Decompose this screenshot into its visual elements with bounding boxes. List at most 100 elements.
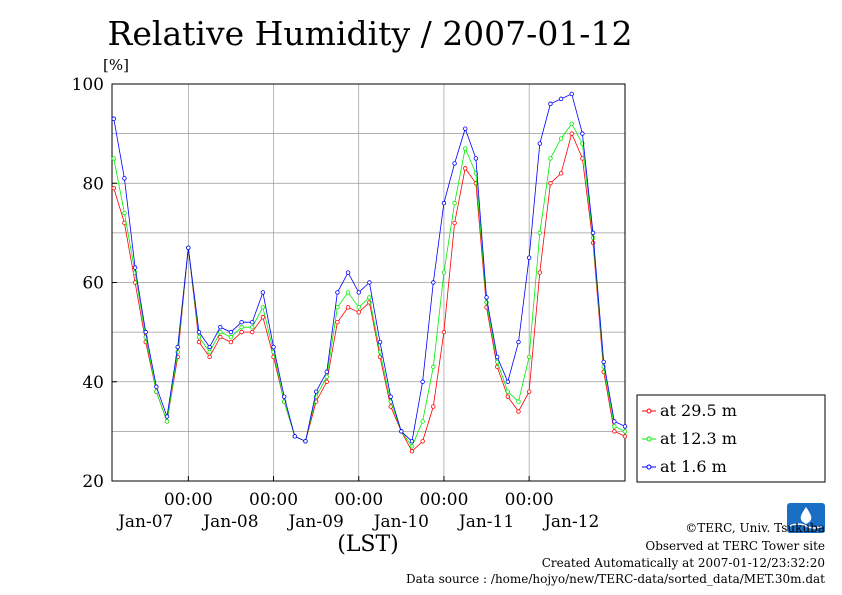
data-point: [505, 394, 511, 399]
legend: at 29.5 m at 12.3 m at 1.6 m: [636, 394, 826, 483]
y-tick-label: 80: [82, 174, 104, 194]
data-point: [569, 91, 574, 97]
data-point: [463, 166, 468, 171]
x-tick-time-label: 00:00: [164, 490, 213, 510]
data-point: [558, 136, 564, 141]
data-point: [239, 320, 244, 325]
x-tick-date-label: Jan-09: [286, 512, 343, 532]
data-point: [356, 290, 361, 295]
data-point: [250, 329, 255, 335]
data-point: [494, 354, 500, 360]
data-point: [303, 439, 308, 444]
data-point: [452, 200, 457, 206]
data-point: [526, 389, 532, 394]
legend-swatch-marker: [646, 464, 652, 470]
data-point: [324, 369, 329, 375]
data-point: [111, 186, 116, 191]
wave-icon: [789, 523, 823, 529]
y-ticks: 20 40 60 80 100: [72, 75, 117, 492]
data-point: [111, 116, 116, 121]
legend-swatch-marker: [646, 436, 652, 442]
data-point: [505, 379, 511, 384]
data-point: [612, 429, 617, 434]
data-point: [324, 379, 329, 384]
x-tick-time-label: 00:00: [249, 490, 298, 510]
data-point: [420, 439, 425, 444]
data-point: [537, 270, 542, 275]
data-point: [250, 324, 255, 330]
legend-label: at 1.6 m: [660, 457, 727, 476]
data-point: [186, 245, 191, 250]
data-point: [580, 131, 585, 136]
data-point: [143, 329, 148, 335]
data-point: [228, 334, 234, 340]
x-tick-date-label: Jan-11: [457, 512, 514, 532]
series-1: [111, 121, 628, 449]
data-point: [431, 364, 436, 370]
data-point: [250, 320, 255, 325]
data-point: [548, 181, 553, 186]
series-line: [113, 93, 626, 443]
data-point: [569, 131, 574, 136]
data-point: [207, 354, 212, 360]
data-point: [484, 295, 489, 300]
x-tick-date-label: Jan-07: [116, 512, 173, 532]
series-line: [113, 122, 626, 448]
x-tick-date-label: Jan-08: [201, 512, 258, 532]
data-point: [228, 329, 234, 335]
data-point: [335, 305, 340, 310]
data-point: [409, 444, 415, 449]
data-point: [420, 419, 425, 424]
data-point: [356, 310, 361, 315]
footer-copyright: ©TERC, Univ. Tsukuba: [685, 521, 825, 535]
data-point: [324, 374, 329, 379]
x-tick-time-label: 00:00: [334, 490, 383, 510]
data-point: [612, 419, 617, 424]
y-tick-label: 60: [82, 274, 104, 294]
data-point: [111, 156, 116, 161]
data-point: [207, 344, 212, 350]
y-tick-label: 20: [82, 472, 104, 492]
data-point: [409, 439, 415, 444]
data-point: [218, 334, 223, 340]
data-point: [260, 315, 266, 320]
data-point: [441, 329, 447, 335]
data-point: [526, 354, 532, 360]
data-point: [590, 230, 596, 236]
data-point: [367, 280, 372, 285]
data-point: [367, 295, 372, 300]
data-point: [281, 394, 287, 399]
legend-label: at 29.5 m: [660, 401, 737, 420]
data-point: [218, 324, 223, 330]
x-ticks-date: Jan-07 Jan-08 Jan-09 Jan-10 Jan-11 Jan-12: [116, 512, 599, 532]
data-point: [441, 200, 447, 206]
data-point: [537, 230, 542, 236]
data-point: [196, 334, 202, 340]
data-point: [260, 290, 266, 295]
data-point: [239, 324, 244, 330]
data-point: [345, 270, 351, 275]
data-point: [196, 339, 202, 345]
footer-source: Data source : /home/hojyo/new/TERC-data/…: [406, 572, 825, 586]
data-point: [399, 429, 404, 434]
data-point: [420, 379, 425, 384]
series-0: [111, 131, 628, 454]
data-point: [473, 156, 479, 161]
data-point: [377, 339, 383, 345]
data-point: [164, 414, 170, 419]
legend-box: [636, 394, 826, 483]
data-point: [345, 305, 351, 310]
data-point: [622, 434, 628, 439]
data-point: [218, 329, 223, 335]
footer-created: Created Automatically at 2007-01-12/23:3…: [542, 556, 825, 570]
data-point: [601, 359, 606, 365]
x-tick-time-label: 00:00: [505, 490, 554, 510]
x-tick-date-label: Jan-10: [372, 512, 429, 532]
data-point: [154, 384, 159, 389]
x-tick-date-label: Jan-12: [542, 512, 599, 532]
series-group: [111, 91, 628, 454]
data-point: [122, 210, 127, 216]
data-point: [260, 305, 266, 310]
data-point: [452, 220, 457, 226]
data-point: [622, 424, 628, 429]
